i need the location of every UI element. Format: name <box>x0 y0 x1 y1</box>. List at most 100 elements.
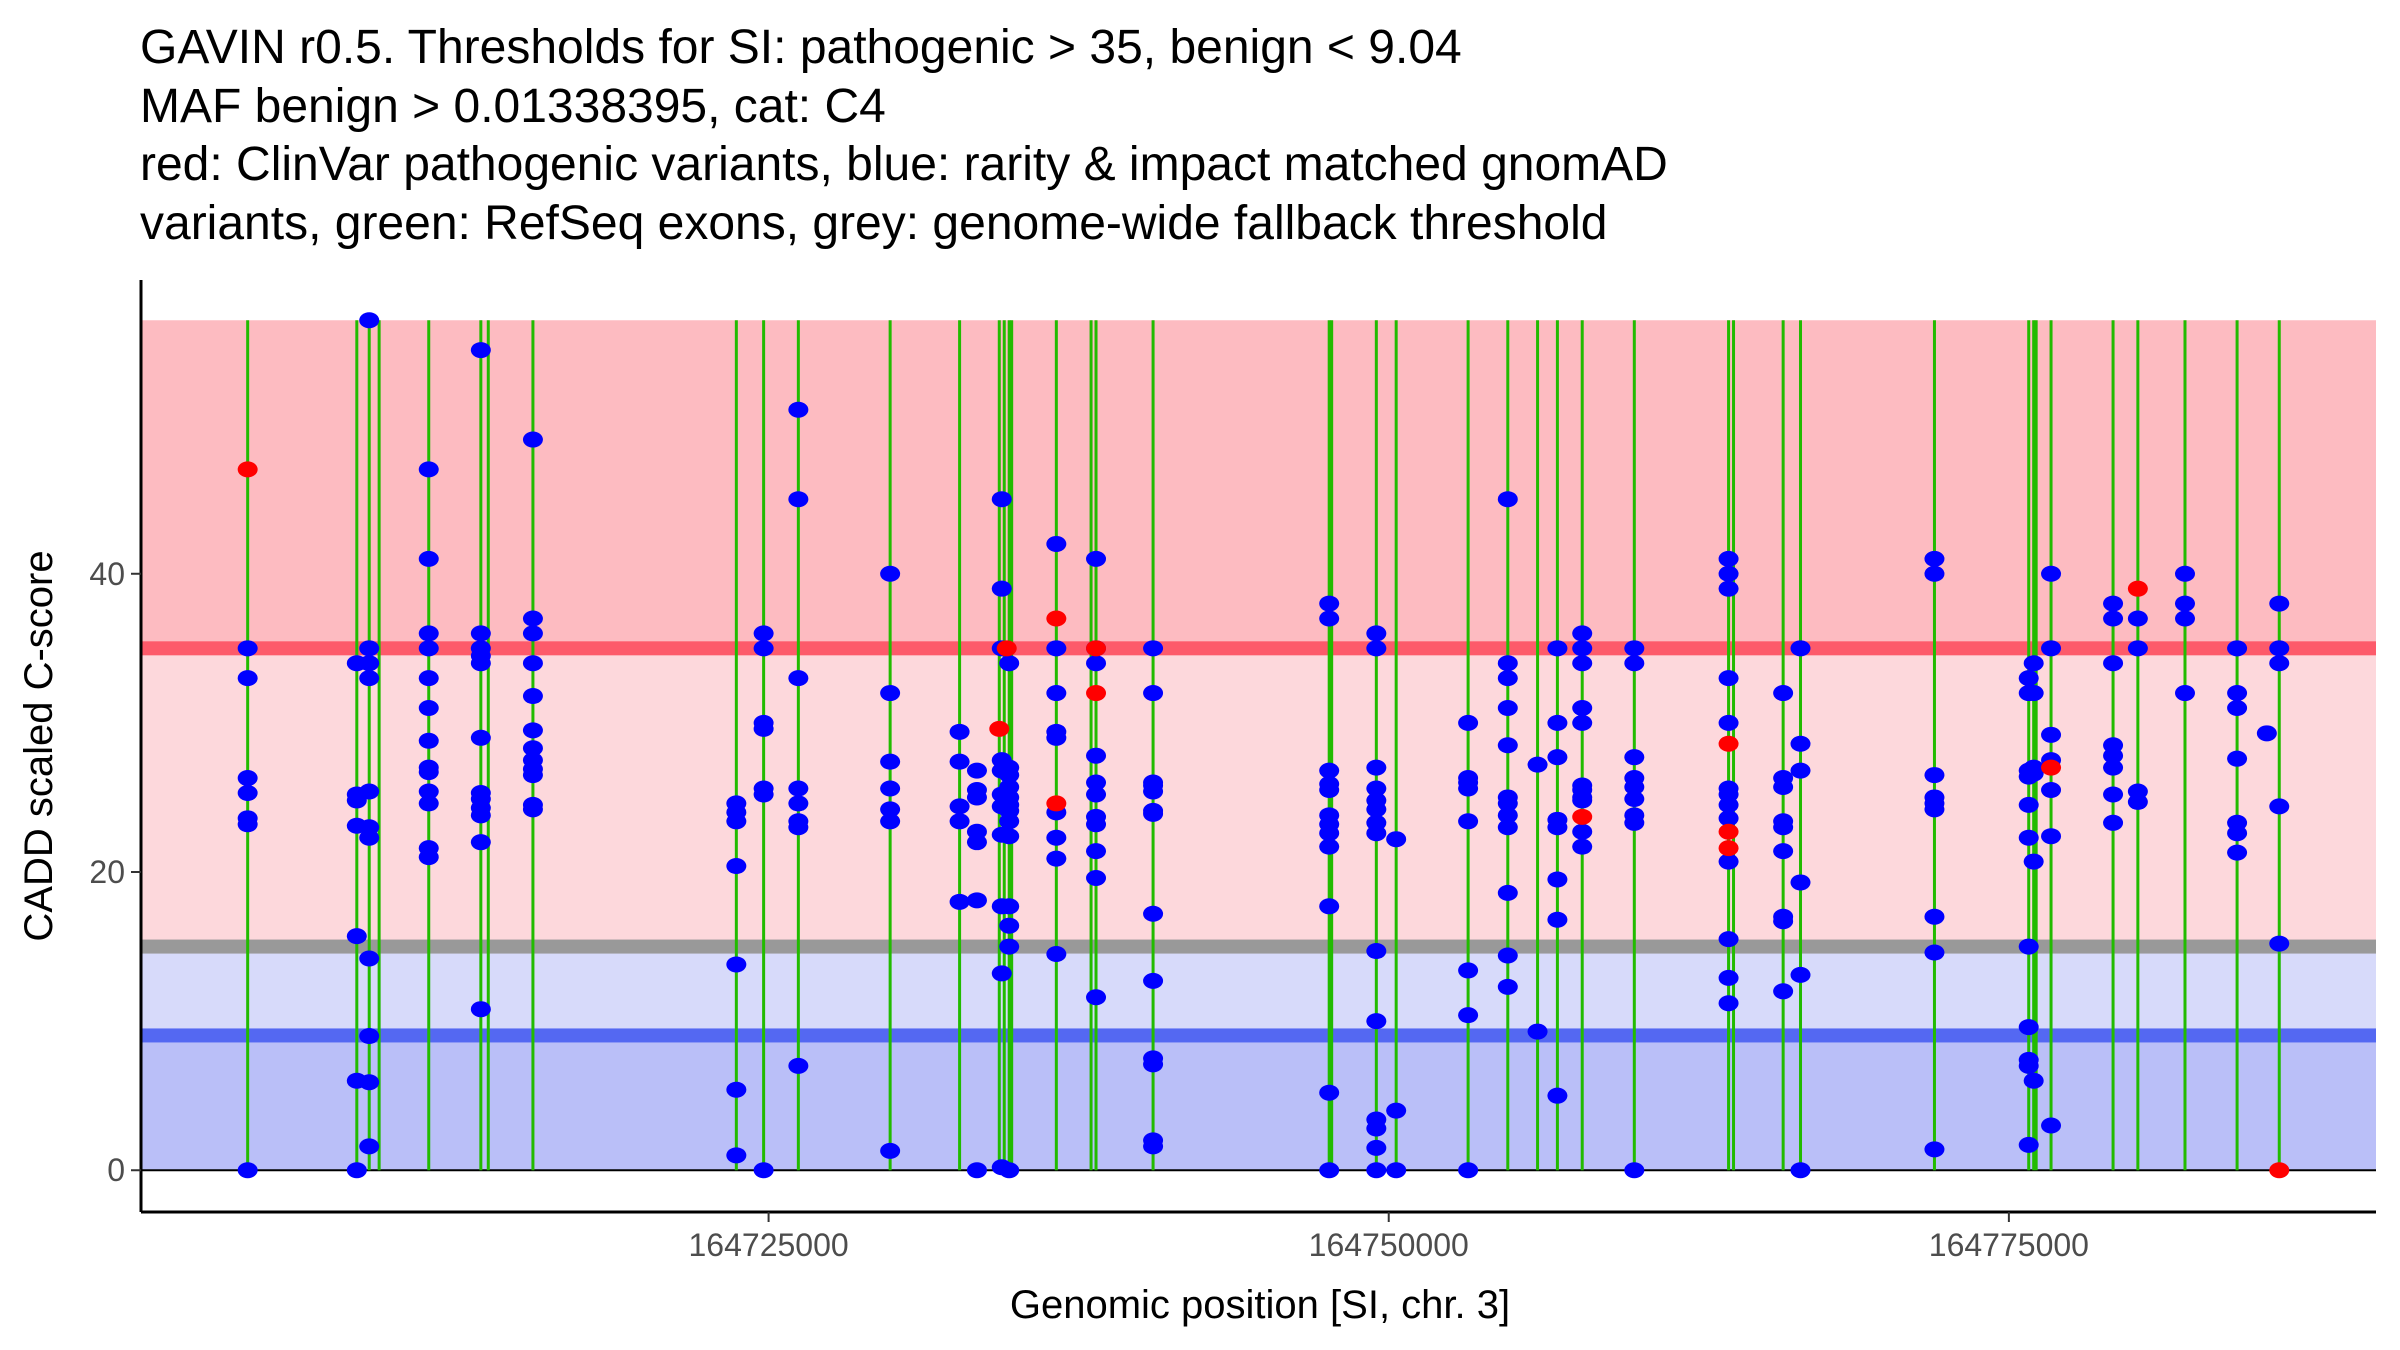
gnomad-point <box>1624 655 1645 672</box>
gnomad-point <box>1790 966 1811 983</box>
gnomad-point <box>1458 1162 1479 1179</box>
y-tick-label: 0 <box>107 1152 125 1188</box>
gnomad-point <box>880 813 901 830</box>
gnomad-point <box>726 813 747 830</box>
gnomad-point <box>2227 844 2248 861</box>
fallback-zone <box>141 946 2376 1036</box>
y-tick-labels: 0 20 40 <box>89 556 125 1188</box>
gnomad-point <box>2256 725 2277 742</box>
y-tick-label: 40 <box>89 556 125 592</box>
gnomad-point <box>966 789 987 806</box>
gnomad-point <box>1366 825 1387 842</box>
gnomad-point <box>788 401 809 418</box>
title-line-1: GAVIN r0.5. Thresholds for SI: pathogeni… <box>140 21 1462 74</box>
gnomad-point <box>1572 838 1593 855</box>
gnomad-point <box>2103 814 2124 831</box>
gnomad-point <box>1386 1162 1407 1179</box>
gnomad-point <box>2127 640 2148 657</box>
gnomad-point <box>1718 931 1739 948</box>
x-tick-label: 164775000 <box>1929 1227 2089 1263</box>
gnomad-point <box>1790 1162 1811 1179</box>
gnomad-point <box>1924 801 1945 818</box>
gnomad-point <box>788 1057 809 1074</box>
gnomad-point <box>418 625 439 642</box>
gnomad-point <box>1086 843 1107 860</box>
gnomad-point <box>880 801 901 818</box>
gnomad-point <box>1366 625 1387 642</box>
clinvar-point <box>1046 610 1067 627</box>
intermediate-zone <box>141 648 2376 947</box>
gnomad-point <box>2127 793 2148 810</box>
gnomad-point <box>1366 1013 1387 1030</box>
gnomad-point <box>470 1001 491 1018</box>
gnomad-point <box>1386 1102 1407 1119</box>
gnomad-point <box>1319 1084 1340 1101</box>
gnomad-point <box>1046 685 1067 702</box>
gnomad-point <box>1046 829 1067 846</box>
gnomad-point <box>470 807 491 824</box>
gnomad-point <box>1497 491 1518 508</box>
clinvar-point <box>2269 1162 2290 1179</box>
gnomad-point <box>880 1142 901 1159</box>
gnomad-point <box>753 786 774 803</box>
chart-title: GAVIN r0.5. Thresholds for SI: pathogeni… <box>140 21 1668 250</box>
gnomad-point <box>788 819 809 836</box>
gnomad-point <box>1790 735 1811 752</box>
gnomad-point <box>2041 828 2062 845</box>
gnomad-point <box>1319 595 1340 612</box>
gnomad-point <box>2269 798 2290 815</box>
gnomad-point <box>2227 825 2248 842</box>
gnomad-point <box>470 729 491 746</box>
gnomad-point <box>1572 625 1593 642</box>
gnomad-point <box>2023 1072 2044 1089</box>
gnomad-point <box>1624 749 1645 766</box>
gnomad-point <box>999 828 1020 845</box>
gnomad-point <box>753 625 774 642</box>
gnomad-point <box>2103 655 2124 672</box>
gnomad-point <box>1547 749 1568 766</box>
gnomad-point <box>1046 850 1067 867</box>
gnomad-point <box>2174 595 2195 612</box>
gnomad-point <box>1497 978 1518 995</box>
gnomad-point <box>1086 747 1107 764</box>
gnomad-point <box>359 950 380 967</box>
gnomad-point <box>2023 655 2044 672</box>
variant-points <box>237 312 2290 1179</box>
gnomad-point <box>1773 913 1794 930</box>
gnomad-point <box>1086 989 1107 1006</box>
gnomad-point <box>1718 580 1739 597</box>
gnomad-point <box>949 723 970 740</box>
gnomad-point <box>2103 786 2124 803</box>
gnomad-point <box>1718 670 1739 687</box>
gnomad-point <box>1366 780 1387 797</box>
gnomad-point <box>1497 807 1518 824</box>
gnomad-point <box>418 550 439 567</box>
gnomad-point <box>1527 1023 1548 1040</box>
gnomad-point <box>726 858 747 875</box>
gnomad-point <box>1319 781 1340 798</box>
gnomad-point <box>2041 726 2062 743</box>
gnomad-point <box>1790 762 1811 779</box>
gnomad-point <box>2269 655 2290 672</box>
pathogenic-threshold-line <box>141 641 2376 656</box>
x-tick-labels: 164725000 164750000 164775000 <box>689 1227 2089 1263</box>
gnomad-point <box>1458 962 1479 979</box>
gnomad-point <box>2269 935 2290 952</box>
gnomad-point <box>2023 853 2044 870</box>
gnomad-point <box>2269 640 2290 657</box>
gnomad-point <box>237 770 258 787</box>
clinvar-point <box>1718 735 1739 752</box>
gnomad-point <box>237 784 258 801</box>
gnomad-point <box>1086 869 1107 886</box>
gnomad-point <box>2018 938 2039 955</box>
gnomad-point <box>999 898 1020 915</box>
clinvar-point <box>1086 640 1107 657</box>
gnomad-point <box>2269 595 2290 612</box>
gnomad-point <box>2227 699 2248 716</box>
gnomad-point <box>1572 714 1593 731</box>
gnomad-point <box>1319 898 1340 915</box>
title-line-3: red: ClinVar pathogenic variants, blue: … <box>140 138 1668 191</box>
gnomad-point <box>1924 767 1945 784</box>
gnomad-point <box>1572 655 1593 672</box>
gnomad-point <box>1624 790 1645 807</box>
